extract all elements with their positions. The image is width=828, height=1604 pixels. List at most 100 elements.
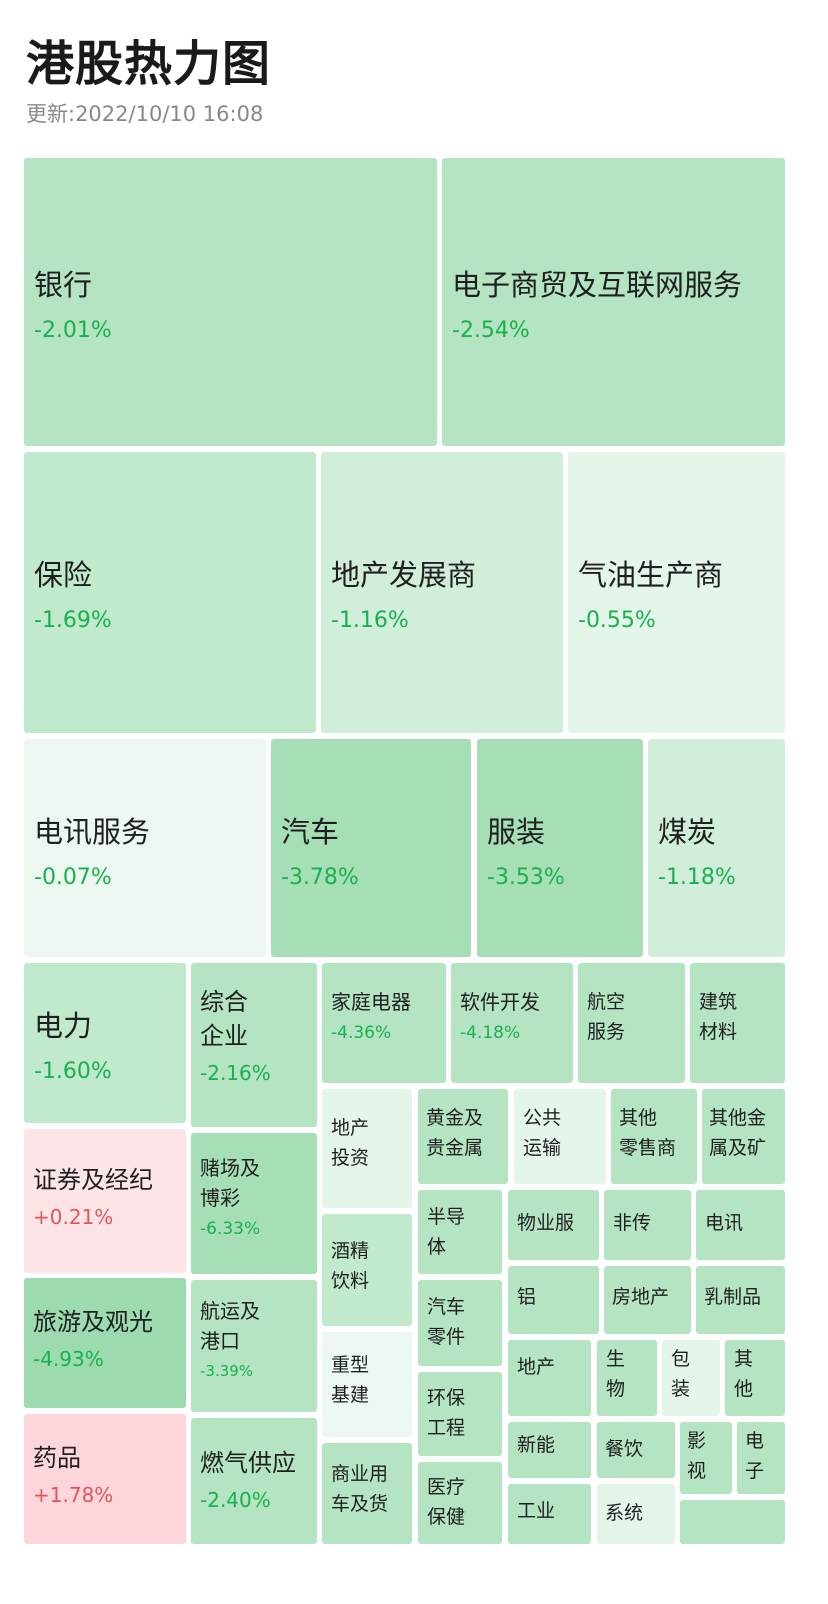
tile-gaming[interactable]: 赌场及 博彩 -6.33% bbox=[191, 1133, 317, 1274]
tile-name: 重型 基建 bbox=[331, 1354, 370, 1406]
tile-telecom-services[interactable]: 电讯服务 -0.07% bbox=[24, 739, 266, 957]
tile-shipping[interactable]: 航运及 港口 -3.39% bbox=[191, 1280, 317, 1412]
tile-name: 建筑 材料 bbox=[699, 991, 738, 1043]
tile-name: 乳制品 bbox=[704, 1286, 762, 1308]
tile-change: -2.16% bbox=[200, 1061, 271, 1085]
tile-public-transport[interactable]: 公共 运输 bbox=[514, 1089, 606, 1184]
tile-telecom[interactable]: 电讯 bbox=[696, 1190, 785, 1260]
tile-name: 证券及经纪 bbox=[33, 1166, 153, 1194]
tile-commercial-vehicle[interactable]: 商业用 车及货 bbox=[322, 1443, 412, 1544]
page-title: 港股热力图 bbox=[26, 36, 272, 92]
tile-name: 综合 企业 bbox=[200, 988, 248, 1050]
tile-change: -0.07% bbox=[34, 865, 112, 890]
tile-name: 餐饮 bbox=[605, 1438, 644, 1460]
tile-securities[interactable]: 证券及经纪 +0.21% bbox=[24, 1129, 186, 1273]
tile-semiconductor[interactable]: 半导 体 bbox=[418, 1190, 502, 1274]
tile-change: -3.53% bbox=[487, 865, 565, 890]
tile-name: 赌场及 博彩 bbox=[200, 1156, 260, 1210]
tile-media[interactable]: 影 视 bbox=[680, 1422, 732, 1494]
tile-name: 药品 bbox=[33, 1444, 81, 1472]
tile-name: 保险 bbox=[34, 558, 93, 592]
tile-name: 黄金及 贵金属 bbox=[426, 1107, 484, 1159]
tile-change: +0.21% bbox=[33, 1205, 114, 1229]
tile-change: -3.39% bbox=[200, 1362, 254, 1380]
tile-name: 铝 bbox=[517, 1286, 537, 1308]
tile-unlabeled[interactable] bbox=[680, 1500, 785, 1544]
tile-name: 煤炭 bbox=[658, 815, 717, 849]
tile-change: +1.78% bbox=[33, 1483, 114, 1507]
tile-conglomerate[interactable]: 综合 企业 -2.16% bbox=[191, 963, 317, 1127]
tile-dairy[interactable]: 乳制品 bbox=[696, 1266, 785, 1334]
tile-non-trad[interactable]: 非传 bbox=[604, 1190, 691, 1260]
tile-change: -1.69% bbox=[34, 608, 112, 633]
tile-electronics[interactable]: 电 子 bbox=[737, 1422, 785, 1494]
tile-change: -1.60% bbox=[34, 1059, 112, 1084]
tile-coal[interactable]: 煤炭 -1.18% bbox=[648, 739, 785, 957]
tile-property-mgmt[interactable]: 物业服 bbox=[508, 1190, 599, 1260]
tile-auto-parts[interactable]: 汽车 零件 bbox=[418, 1280, 502, 1366]
tile-name: 软件开发 bbox=[460, 990, 540, 1014]
tile-heavy-infra[interactable]: 重型 基建 bbox=[322, 1332, 412, 1437]
tile-name: 电讯 bbox=[705, 1212, 744, 1234]
tile-name: 电讯服务 bbox=[34, 815, 151, 849]
tile-healthcare[interactable]: 医疗 保健 bbox=[418, 1462, 502, 1544]
tile-property-dev[interactable]: 地产发展商 -1.16% bbox=[321, 452, 563, 733]
tile-ecommerce[interactable]: 电子商贸及互联网服务 -2.54% bbox=[442, 158, 785, 446]
tile-bank[interactable]: 银行 -2.01% bbox=[24, 158, 437, 446]
tile-name: 影 视 bbox=[687, 1430, 707, 1482]
tile-building-materials[interactable]: 建筑 材料 bbox=[690, 963, 785, 1083]
tile-aviation[interactable]: 航空 服务 bbox=[578, 963, 685, 1083]
tile-aluminum[interactable]: 铝 bbox=[508, 1266, 599, 1334]
tile-name: 商业用 车及货 bbox=[331, 1463, 389, 1515]
tile-other-metals[interactable]: 其他金 属及矿 bbox=[702, 1089, 785, 1184]
tile-real-estate[interactable]: 房地产 bbox=[604, 1266, 691, 1334]
tile-change: -2.40% bbox=[200, 1488, 271, 1512]
tile-change: -4.36% bbox=[331, 1023, 392, 1043]
tile-software[interactable]: 软件开发 -4.18% bbox=[451, 963, 573, 1083]
tile-industrial[interactable]: 工业 bbox=[508, 1484, 591, 1544]
tile-name: 电子商贸及互联网服务 bbox=[452, 268, 743, 302]
tile-change: -3.78% bbox=[281, 865, 359, 890]
tile-packaging[interactable]: 包 装 bbox=[662, 1340, 720, 1416]
tile-catering[interactable]: 餐饮 bbox=[597, 1422, 675, 1478]
tile-system[interactable]: 系统 bbox=[597, 1484, 675, 1544]
tile-name: 系统 bbox=[605, 1502, 644, 1524]
tile-name: 半导 体 bbox=[427, 1206, 466, 1258]
tile-tourism[interactable]: 旅游及观光 -4.93% bbox=[24, 1278, 186, 1408]
tile-change: -6.33% bbox=[200, 1219, 261, 1239]
tile-property-invest[interactable]: 地产 投资 bbox=[322, 1089, 412, 1208]
tile-name: 家庭电器 bbox=[331, 990, 411, 1014]
tile-property-small[interactable]: 地产 bbox=[508, 1340, 591, 1416]
tile-name: 银行 bbox=[34, 268, 93, 302]
tile-name: 生 物 bbox=[606, 1348, 626, 1400]
tile-env[interactable]: 环保 工程 bbox=[418, 1372, 502, 1456]
tile-liquor[interactable]: 酒精 饮料 bbox=[322, 1214, 412, 1326]
tile-name: 新能 bbox=[517, 1434, 556, 1456]
update-time: 更新:2022/10/10 16:08 bbox=[26, 102, 264, 126]
tile-name: 环保 工程 bbox=[427, 1387, 466, 1439]
tile-power[interactable]: 电力 -1.60% bbox=[24, 963, 186, 1123]
tile-change: -4.93% bbox=[33, 1347, 104, 1371]
tile-insurance[interactable]: 保险 -1.69% bbox=[24, 452, 316, 733]
tile-apparel[interactable]: 服装 -3.53% bbox=[477, 739, 643, 957]
tile-home-appliances[interactable]: 家庭电器 -4.36% bbox=[322, 963, 446, 1083]
tile-other[interactable]: 其 他 bbox=[725, 1340, 785, 1416]
tile-change: -0.55% bbox=[578, 608, 656, 633]
tile-bio[interactable]: 生 物 bbox=[597, 1340, 657, 1416]
tile-name: 酒精 饮料 bbox=[331, 1240, 370, 1292]
tile-name: 其 他 bbox=[734, 1348, 754, 1400]
tile-name: 旅游及观光 bbox=[33, 1308, 153, 1336]
tile-oil-gas[interactable]: 气油生产商 -0.55% bbox=[568, 452, 785, 733]
tile-pharma[interactable]: 药品 +1.78% bbox=[24, 1414, 186, 1544]
tile-name: 其他金 属及矿 bbox=[709, 1107, 767, 1159]
tile-name: 汽车 bbox=[281, 815, 340, 849]
tile-name: 电 子 bbox=[745, 1430, 765, 1482]
tile-new-energy[interactable]: 新能 bbox=[508, 1422, 591, 1478]
tile-other-retail[interactable]: 其他 零售商 bbox=[611, 1089, 697, 1184]
tile-gold[interactable]: 黄金及 贵金属 bbox=[418, 1089, 508, 1184]
tile-auto[interactable]: 汽车 -3.78% bbox=[271, 739, 471, 957]
tile-gas-supply[interactable]: 燃气供应 -2.40% bbox=[191, 1418, 317, 1544]
tile-name: 非传 bbox=[613, 1212, 652, 1234]
tile-name: 房地产 bbox=[612, 1286, 670, 1308]
